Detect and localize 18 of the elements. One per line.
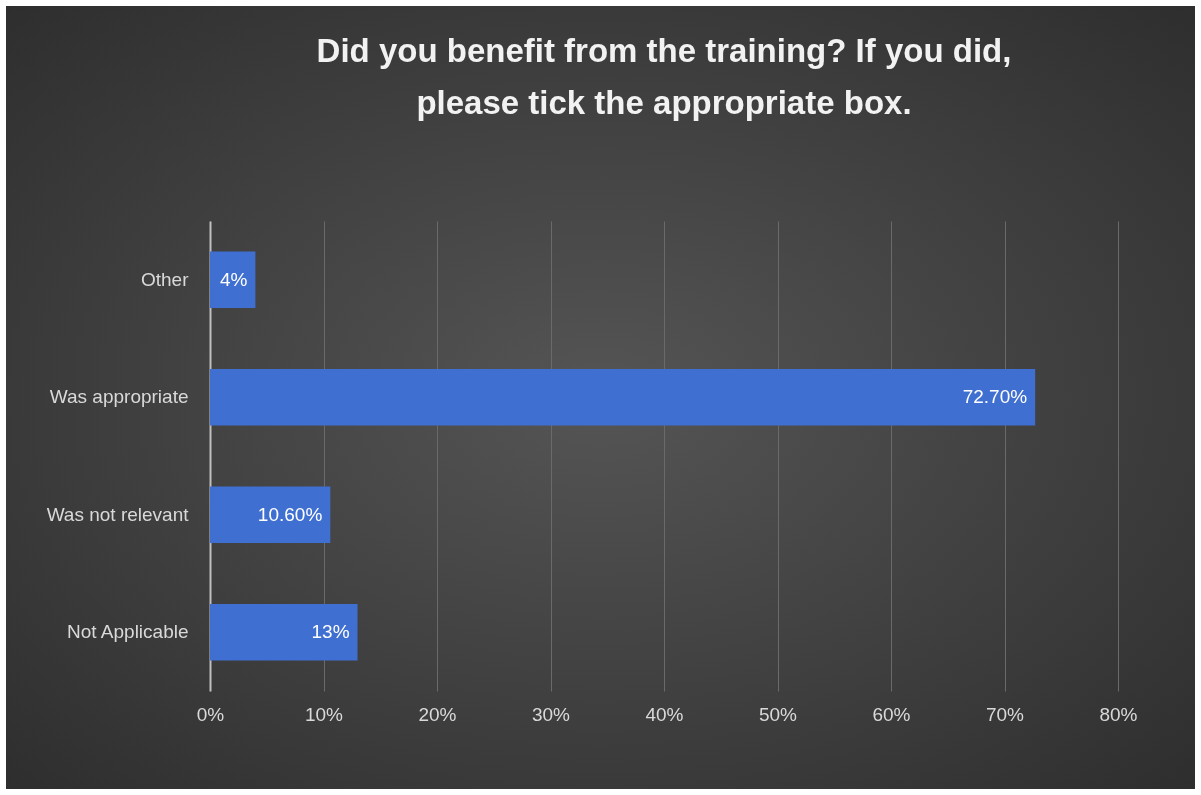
data-label: 4%	[219, 268, 248, 290]
x-tick-label: 10%	[304, 703, 344, 725]
data-label: 10.60%	[257, 503, 323, 525]
y-tick-label: Was not relevant	[46, 503, 190, 525]
x-tick-label: 70%	[985, 703, 1025, 725]
data-label: 13%	[311, 621, 350, 643]
x-tick-label: 30%	[531, 703, 571, 725]
x-tick-label: 60%	[872, 703, 911, 725]
y-tick-label: Not Applicable	[67, 621, 189, 643]
x-tick-label: 80%	[1099, 703, 1138, 725]
data-label: 72.70%	[962, 386, 1028, 408]
x-tick-label: 50%	[758, 703, 798, 725]
x-tick-label: 20%	[418, 703, 457, 725]
x-tick-label: 0%	[196, 703, 225, 725]
y-tick-label: Was appropriate	[49, 386, 189, 408]
x-tick-label: 40%	[645, 703, 684, 725]
chart-title: Did you benefit from the training? If you did, please tick the appropriate box.	[316, 32, 1012, 121]
y-tick-label: Other	[140, 268, 190, 290]
